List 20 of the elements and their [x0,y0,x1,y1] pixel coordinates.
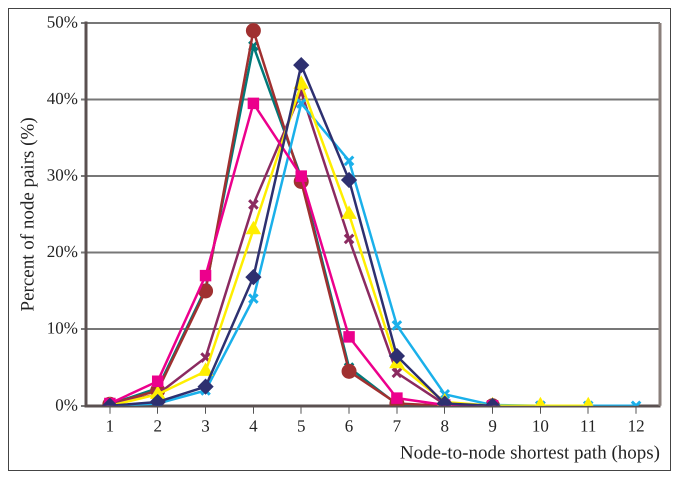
x-tick-label: 12 [628,416,645,436]
y-tick-label: 50% [46,12,78,32]
y-tick-label: 0% [55,395,78,414]
y-tick-label: 10% [46,318,78,338]
x-tick-label: 5 [296,416,306,436]
y-axis-title: Percent of node pairs (%) [17,117,38,312]
x-tick-label: 11 [580,416,596,436]
y-tick-label: 20% [46,242,78,262]
x-tick-label: 2 [153,416,162,436]
x-tick-label: 3 [201,416,210,436]
x-tick-label: 4 [249,416,258,436]
x-tick-label: 8 [440,416,449,436]
x-tick-label: 6 [344,416,354,436]
x-tick-label: 9 [488,416,497,436]
x-tick-label: 1 [106,416,114,436]
y-tick-label: 30% [46,166,78,185]
x-axis-title: Node-to-node shortest path (hops) [400,442,660,464]
x-tick-label: 10 [532,416,549,436]
x-tick-label: 7 [392,416,402,436]
y-tick-label: 40% [46,89,78,108]
